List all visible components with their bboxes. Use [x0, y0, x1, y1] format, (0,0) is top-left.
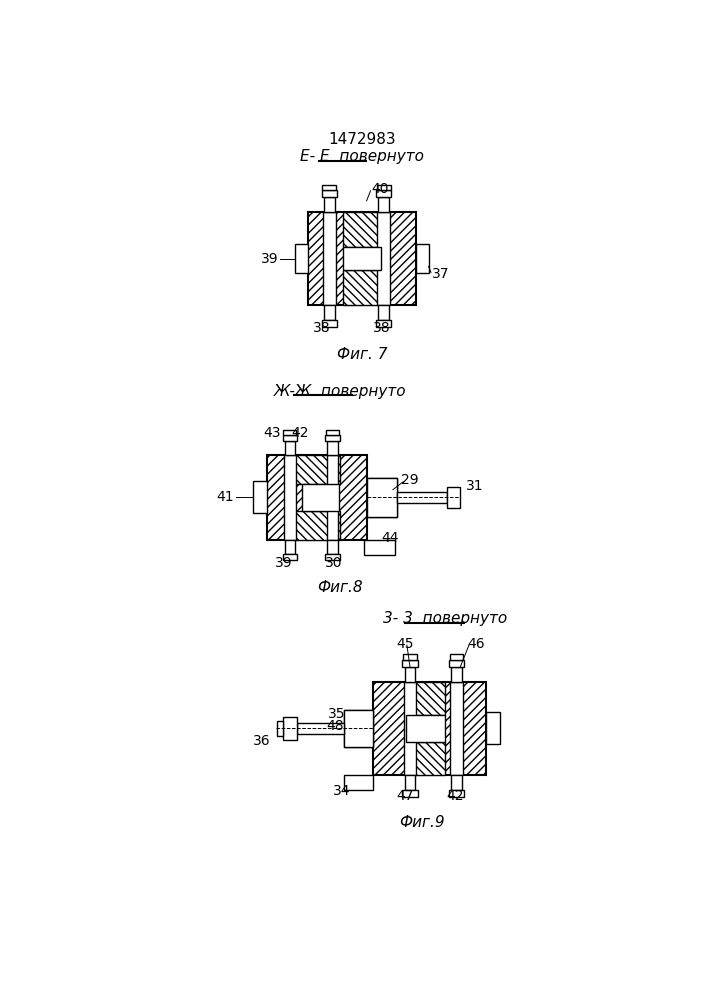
Text: 42: 42 — [291, 426, 309, 440]
Bar — [303, 484, 339, 511]
Bar — [406, 742, 445, 774]
Bar — [486, 712, 500, 744]
Bar — [377, 185, 391, 190]
Bar — [404, 774, 416, 790]
Bar — [344, 710, 373, 747]
Text: 42: 42 — [446, 789, 464, 803]
Bar — [344, 774, 373, 790]
Bar — [376, 320, 392, 327]
Bar — [323, 212, 336, 305]
Bar — [449, 660, 464, 667]
Bar — [293, 511, 340, 540]
Bar — [363, 540, 395, 555]
Text: 1472983: 1472983 — [328, 132, 396, 147]
Bar — [449, 790, 464, 797]
Bar — [343, 212, 381, 247]
Bar — [322, 190, 337, 197]
Bar — [277, 721, 284, 736]
Bar — [283, 554, 297, 560]
Bar — [378, 197, 389, 212]
Bar — [324, 197, 335, 212]
Text: 38: 38 — [312, 321, 330, 335]
Bar — [343, 270, 381, 305]
Bar — [285, 540, 295, 554]
Bar — [326, 430, 339, 435]
Bar — [322, 320, 337, 327]
Bar — [267, 455, 368, 540]
Text: 34: 34 — [333, 784, 350, 798]
Text: 38: 38 — [373, 321, 391, 335]
Bar — [368, 478, 397, 517]
Bar — [397, 492, 448, 503]
Bar — [368, 478, 397, 517]
Bar — [327, 540, 337, 554]
Bar — [252, 481, 267, 513]
Bar — [284, 717, 297, 740]
Bar — [450, 654, 464, 660]
Bar — [403, 654, 417, 660]
Bar — [378, 305, 389, 320]
Bar — [325, 435, 340, 441]
Bar — [322, 185, 337, 190]
Bar — [344, 710, 373, 747]
Bar — [450, 682, 462, 774]
Bar — [406, 682, 445, 715]
Bar — [402, 660, 418, 667]
Text: 29: 29 — [401, 473, 419, 487]
Text: 46: 46 — [467, 637, 485, 651]
Text: 31: 31 — [466, 479, 484, 493]
Text: 39: 39 — [261, 252, 279, 266]
Text: Фиг.8: Фиг.8 — [317, 580, 363, 595]
Text: Фиг. 7: Фиг. 7 — [337, 347, 387, 362]
Bar — [284, 430, 296, 435]
Text: 30: 30 — [325, 556, 343, 570]
Text: 3- 3  повернуто: 3- 3 повернуто — [382, 611, 507, 626]
Bar — [283, 435, 297, 441]
Bar — [402, 790, 418, 797]
Text: 39: 39 — [275, 556, 293, 570]
Bar — [451, 774, 462, 790]
Text: 45: 45 — [397, 637, 414, 651]
Bar — [376, 190, 392, 197]
Bar — [404, 682, 416, 774]
Text: Ж-Ж  повернуто: Ж-Ж повернуто — [274, 384, 407, 399]
Text: 36: 36 — [253, 734, 270, 748]
Text: 48: 48 — [327, 719, 344, 733]
Text: 44: 44 — [381, 531, 399, 545]
Bar — [343, 247, 381, 270]
Bar — [285, 441, 295, 455]
Text: 37: 37 — [432, 267, 449, 281]
Text: 40: 40 — [371, 182, 389, 196]
Bar — [378, 212, 390, 305]
Bar — [373, 682, 486, 774]
Bar — [406, 715, 445, 742]
Bar — [327, 441, 337, 455]
Bar — [451, 667, 462, 682]
Text: Фиг.9: Фиг.9 — [399, 815, 445, 830]
Text: 47: 47 — [397, 789, 414, 803]
Text: 41: 41 — [216, 490, 234, 504]
Bar — [327, 455, 339, 540]
Bar — [325, 554, 340, 560]
Bar — [404, 667, 416, 682]
Bar — [308, 212, 416, 305]
Text: 35: 35 — [328, 707, 346, 721]
Bar — [448, 487, 460, 508]
Bar — [296, 244, 308, 273]
Bar — [293, 455, 340, 484]
Bar — [324, 305, 335, 320]
Bar — [416, 244, 428, 273]
Text: 43: 43 — [263, 426, 281, 440]
Text: Е- Е  повернуто: Е- Е повернуто — [300, 149, 424, 164]
Bar — [284, 455, 296, 540]
Bar — [297, 723, 344, 734]
